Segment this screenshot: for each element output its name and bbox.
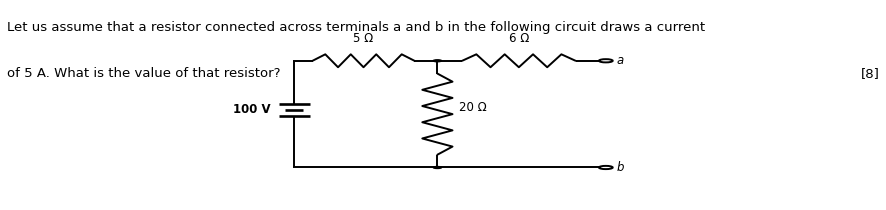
Text: 5 Ω: 5 Ω — [353, 32, 373, 45]
Text: b: b — [616, 161, 623, 174]
Text: 20 Ω: 20 Ω — [459, 101, 486, 114]
Text: Let us assume that a resistor connected across terminals a and b in the followin: Let us assume that a resistor connected … — [7, 21, 704, 34]
Text: [8]: [8] — [860, 67, 879, 80]
Circle shape — [598, 59, 612, 62]
Text: of 5 A. What is the value of that resistor?: of 5 A. What is the value of that resist… — [7, 67, 280, 80]
Circle shape — [432, 60, 441, 62]
Circle shape — [598, 166, 612, 169]
Text: a: a — [616, 54, 623, 67]
Circle shape — [432, 167, 441, 168]
Text: 6 Ω: 6 Ω — [508, 32, 528, 45]
Text: 100 V: 100 V — [232, 103, 270, 116]
